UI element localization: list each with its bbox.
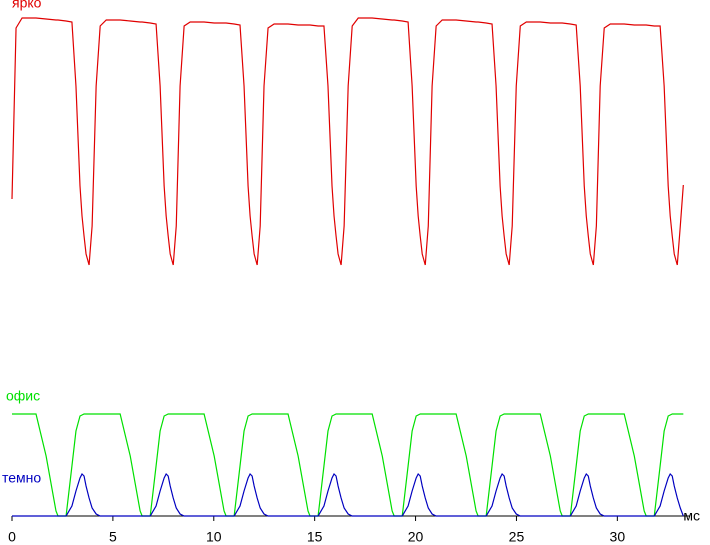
series-label: темно bbox=[2, 470, 41, 486]
x-tick-label: 30 bbox=[610, 529, 626, 545]
series-line bbox=[11, 17, 684, 266]
series-label: ярко bbox=[12, 0, 42, 11]
x-tick-label: 20 bbox=[408, 529, 424, 545]
x-tick-label: 5 bbox=[109, 529, 117, 545]
x-tick-label: 10 bbox=[206, 529, 222, 545]
series-line bbox=[12, 413, 684, 517]
x-tick-label: 15 bbox=[307, 529, 323, 545]
x-tick-label: 0 bbox=[8, 529, 16, 545]
x-unit-label: мс bbox=[683, 508, 700, 524]
x-tick-label: 25 bbox=[509, 529, 525, 545]
series-label: офис bbox=[6, 388, 40, 404]
series-line bbox=[12, 472, 684, 517]
